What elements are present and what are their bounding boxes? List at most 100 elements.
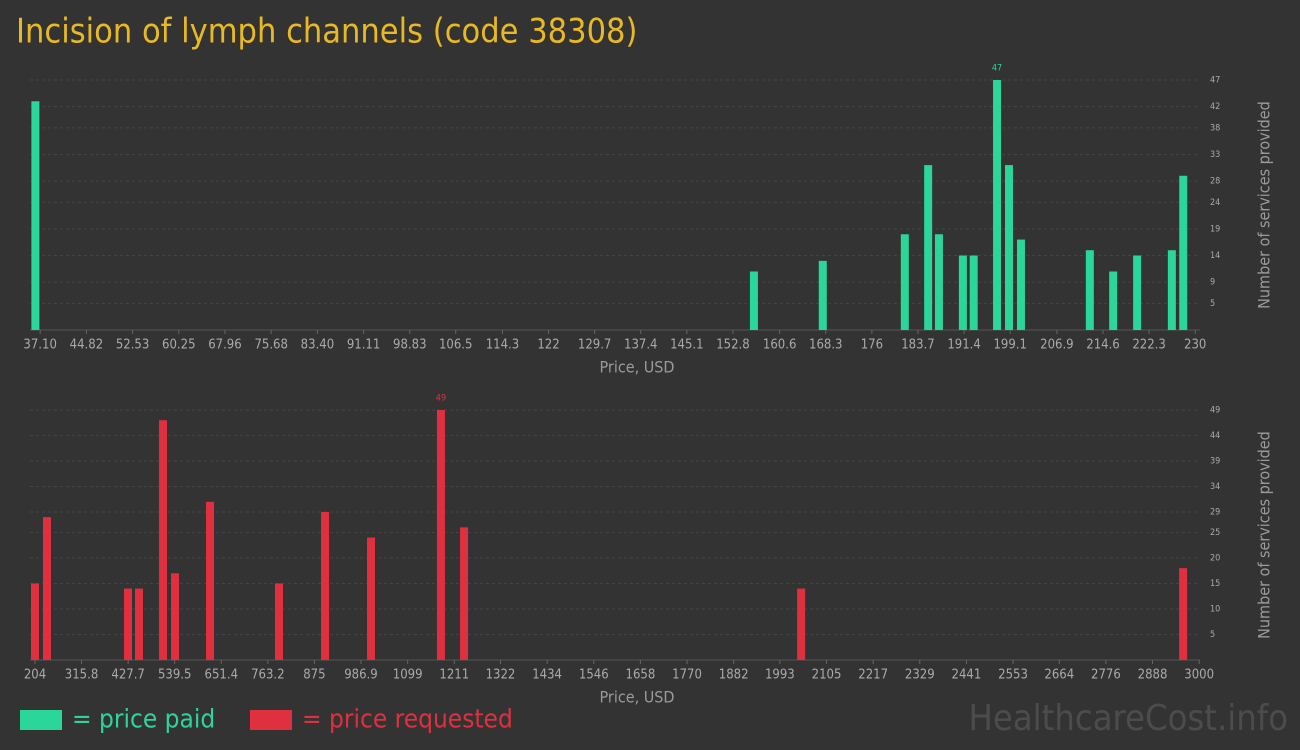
legend-swatch: [20, 710, 62, 730]
x-tick-label: 145.1: [670, 338, 703, 353]
x-axis-label: Price, USD: [600, 688, 675, 707]
bar: [42, 517, 51, 660]
y-tick-label: 42: [1210, 102, 1220, 112]
bar: [993, 80, 1002, 330]
bar: [749, 271, 758, 330]
y-tick-label: 34: [1210, 482, 1220, 492]
x-tick-label: 2888: [1138, 668, 1168, 683]
bar: [30, 583, 39, 660]
y-tick-label: 15: [1210, 579, 1220, 589]
y-tick-label: 29: [1210, 508, 1220, 518]
bar: [924, 165, 933, 330]
bar: [1179, 568, 1188, 660]
x-tick-label: 176: [861, 338, 883, 353]
page-title: Incision of lymph channels (code 38308): [16, 12, 637, 52]
x-tick-label: 91.11: [347, 338, 380, 353]
x-tick-label: 152.8: [716, 338, 749, 353]
x-tick-label: 114.3: [486, 338, 519, 353]
x-tick-label: 98.83: [393, 338, 426, 353]
x-tick-label: 1322: [486, 668, 516, 683]
bar: [206, 501, 215, 660]
x-tick-label: 206.9: [1040, 338, 1073, 353]
x-tick-label: 1546: [579, 668, 609, 683]
y-tick-label: 25: [1210, 528, 1220, 538]
x-tick-label: 651.4: [205, 668, 238, 683]
x-tick-label: 1211: [439, 668, 469, 683]
x-tick-label: 44.82: [70, 338, 103, 353]
bar: [274, 583, 283, 660]
x-tick-label: 75.68: [254, 338, 287, 353]
bar: [321, 512, 330, 660]
bar: [1004, 165, 1013, 330]
x-tick-label: 129.7: [578, 338, 611, 353]
bar: [460, 527, 469, 660]
x-tick-label: 1658: [626, 668, 656, 683]
x-tick-label: 427.7: [111, 668, 144, 683]
x-tick-label: 52.53: [116, 338, 149, 353]
x-tick-label: 204: [24, 668, 46, 683]
x-tick-label: 986.9: [344, 668, 377, 683]
bar: [135, 588, 144, 660]
x-tick-label: 37.10: [23, 338, 56, 353]
y-tick-label: 39: [1210, 457, 1220, 467]
y-tick-label: 33: [1210, 150, 1220, 160]
y-tick-label: 14: [1210, 251, 1220, 261]
y-tick-label: 38: [1210, 123, 1220, 133]
bar: [1085, 250, 1094, 330]
y-tick-label: 19: [1210, 224, 1220, 234]
bar: [159, 420, 168, 660]
data-label: 49: [436, 394, 446, 404]
y-tick-label: 44: [1210, 431, 1220, 441]
data-label: 47: [992, 64, 1002, 74]
y-tick-label: 9: [1210, 278, 1215, 288]
x-tick-label: 214.6: [1086, 338, 1119, 353]
x-tick-label: 222.3: [1132, 338, 1165, 353]
x-tick-label: 160.6: [763, 338, 796, 353]
bar: [1016, 239, 1025, 330]
bar: [1179, 175, 1188, 330]
bar: [900, 234, 909, 330]
x-tick-label: 1434: [532, 668, 562, 683]
y-tick-label: 28: [1210, 177, 1220, 187]
bar: [969, 255, 978, 330]
x-tick-label: 122: [537, 338, 559, 353]
x-tick-label: 2441: [952, 668, 982, 683]
x-tick-label: 763.2: [251, 668, 284, 683]
x-tick-label: 137.4: [624, 338, 657, 353]
y-tick-label: 5: [1210, 630, 1215, 640]
x-tick-label: 315.8: [65, 668, 98, 683]
x-tick-label: 1882: [719, 668, 749, 683]
y-tick-label: 24: [1210, 198, 1220, 208]
x-axis-label: Price, USD: [600, 358, 675, 377]
watermark: HealthcareCost.info: [969, 698, 1288, 739]
x-tick-label: 106.5: [439, 338, 472, 353]
bar: [436, 410, 445, 660]
bar: [171, 573, 180, 660]
bar: [31, 101, 40, 330]
y-tick-label: 10: [1210, 604, 1220, 614]
y-axis-label: Number of services provided: [1255, 101, 1274, 309]
y-tick-label: 20: [1210, 553, 1220, 563]
y-tick-label: 47: [1210, 76, 1220, 86]
x-tick-label: 230: [1184, 338, 1206, 353]
x-tick-label: 1993: [765, 668, 795, 683]
x-tick-label: 83.40: [301, 338, 334, 353]
y-axis-label: Number of services provided: [1255, 431, 1274, 639]
x-tick-label: 168.3: [809, 338, 842, 353]
x-tick-label: 2217: [858, 668, 888, 683]
x-tick-label: 183.7: [901, 338, 934, 353]
bar: [367, 537, 376, 660]
x-tick-label: 191.4: [947, 338, 980, 353]
bar: [124, 588, 133, 660]
bar: [958, 255, 967, 330]
x-tick-label: 2329: [905, 668, 935, 683]
bar: [934, 234, 943, 330]
y-tick-label: 49: [1210, 406, 1220, 416]
x-tick-label: 1770: [672, 668, 702, 683]
bar: [1109, 271, 1118, 330]
x-tick-label: 2776: [1091, 668, 1121, 683]
x-tick-label: 2105: [812, 668, 842, 683]
x-tick-label: 2664: [1044, 668, 1074, 683]
